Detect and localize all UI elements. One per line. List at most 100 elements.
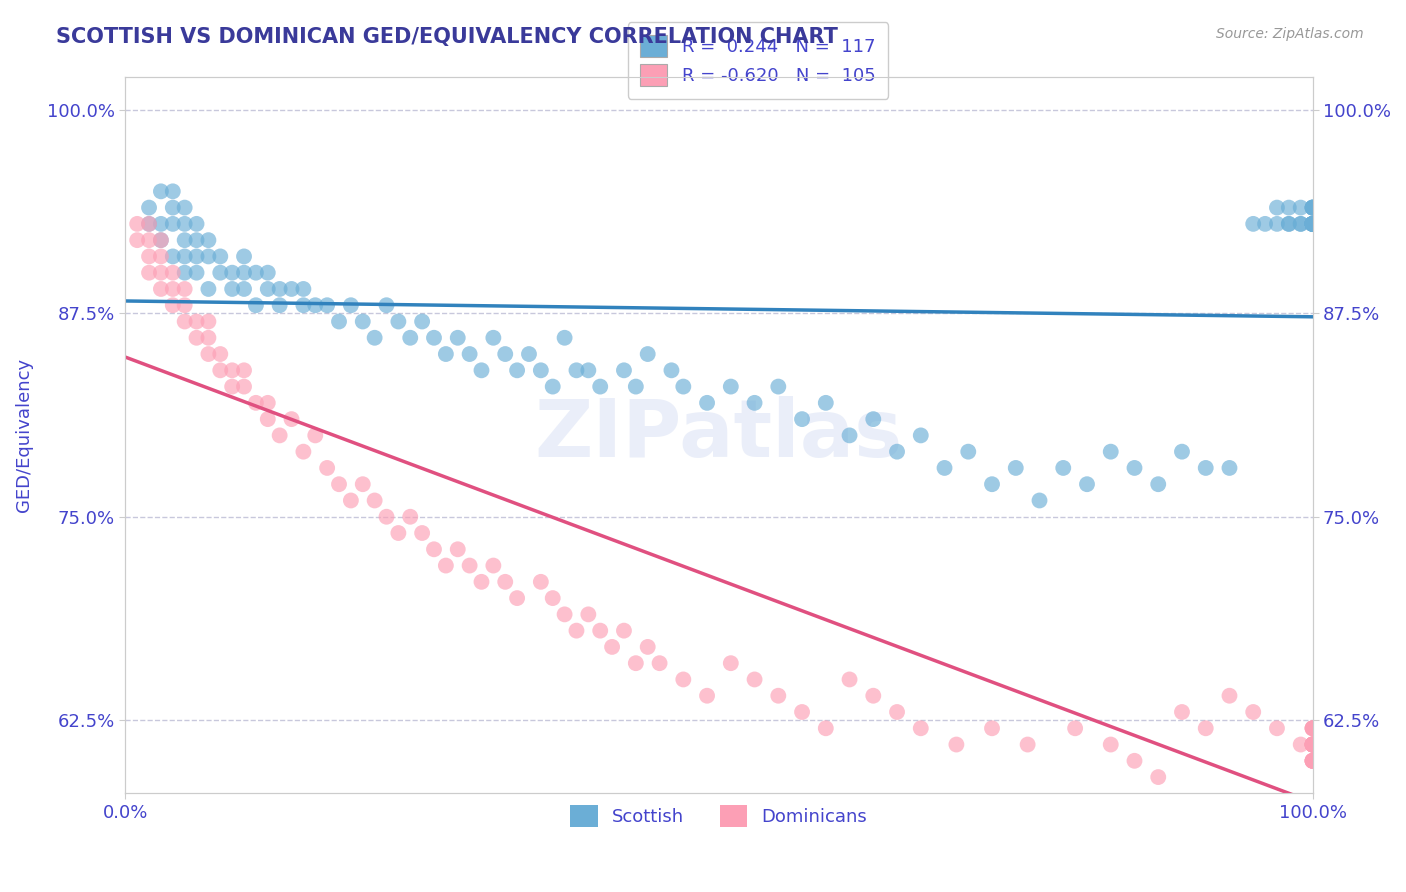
Point bbox=[1302, 217, 1324, 231]
Point bbox=[482, 331, 505, 345]
Point bbox=[197, 331, 219, 345]
Point bbox=[1076, 477, 1098, 491]
Point bbox=[1302, 217, 1324, 231]
Point bbox=[138, 201, 160, 215]
Point bbox=[637, 347, 659, 361]
Point bbox=[1147, 770, 1170, 784]
Point bbox=[482, 558, 505, 573]
Point bbox=[458, 558, 481, 573]
Point bbox=[173, 314, 195, 328]
Point bbox=[387, 526, 409, 541]
Point bbox=[221, 379, 243, 393]
Point bbox=[138, 233, 160, 247]
Point bbox=[672, 379, 695, 393]
Point bbox=[1302, 201, 1324, 215]
Point bbox=[375, 509, 398, 524]
Point bbox=[423, 331, 446, 345]
Point bbox=[197, 314, 219, 328]
Point bbox=[149, 266, 172, 280]
Point bbox=[162, 201, 184, 215]
Point bbox=[162, 266, 184, 280]
Point bbox=[1302, 754, 1324, 768]
Point bbox=[790, 705, 813, 719]
Point bbox=[661, 363, 683, 377]
Point bbox=[197, 233, 219, 247]
Point bbox=[162, 185, 184, 199]
Point bbox=[209, 249, 232, 263]
Point bbox=[411, 314, 433, 328]
Point bbox=[981, 477, 1004, 491]
Point bbox=[1302, 217, 1324, 231]
Point bbox=[149, 282, 172, 296]
Point bbox=[458, 347, 481, 361]
Point bbox=[862, 412, 884, 426]
Point bbox=[375, 298, 398, 312]
Point bbox=[814, 396, 837, 410]
Point bbox=[1302, 201, 1324, 215]
Point bbox=[245, 396, 267, 410]
Point bbox=[541, 591, 564, 606]
Point bbox=[138, 249, 160, 263]
Point bbox=[1302, 738, 1324, 752]
Point bbox=[1254, 217, 1277, 231]
Point bbox=[696, 689, 718, 703]
Point bbox=[162, 217, 184, 231]
Point bbox=[173, 266, 195, 280]
Point bbox=[363, 493, 385, 508]
Point bbox=[1123, 754, 1146, 768]
Point bbox=[530, 363, 553, 377]
Point bbox=[149, 249, 172, 263]
Point bbox=[696, 396, 718, 410]
Point bbox=[589, 624, 612, 638]
Point bbox=[1004, 461, 1026, 475]
Point bbox=[744, 396, 766, 410]
Point bbox=[173, 249, 195, 263]
Point bbox=[1123, 461, 1146, 475]
Point bbox=[149, 233, 172, 247]
Point bbox=[186, 233, 208, 247]
Point bbox=[506, 363, 529, 377]
Point bbox=[1218, 461, 1240, 475]
Point bbox=[1302, 217, 1324, 231]
Point bbox=[1302, 738, 1324, 752]
Point bbox=[221, 266, 243, 280]
Point bbox=[1302, 217, 1324, 231]
Point bbox=[1052, 461, 1074, 475]
Point bbox=[197, 347, 219, 361]
Point bbox=[186, 314, 208, 328]
Point bbox=[470, 363, 492, 377]
Point bbox=[1302, 754, 1324, 768]
Point bbox=[269, 282, 291, 296]
Point bbox=[886, 444, 908, 458]
Point bbox=[173, 298, 195, 312]
Point bbox=[173, 282, 195, 296]
Point bbox=[186, 249, 208, 263]
Point bbox=[1302, 217, 1324, 231]
Point bbox=[269, 298, 291, 312]
Point bbox=[934, 461, 956, 475]
Point bbox=[256, 412, 278, 426]
Y-axis label: GED/Equivalency: GED/Equivalency bbox=[15, 359, 32, 513]
Point bbox=[613, 624, 636, 638]
Point bbox=[576, 363, 599, 377]
Point bbox=[1265, 201, 1288, 215]
Text: Source: ZipAtlas.com: Source: ZipAtlas.com bbox=[1216, 27, 1364, 41]
Point bbox=[862, 689, 884, 703]
Point bbox=[1289, 217, 1312, 231]
Point bbox=[162, 282, 184, 296]
Point bbox=[292, 444, 315, 458]
Point bbox=[1302, 754, 1324, 768]
Point bbox=[838, 673, 860, 687]
Point bbox=[197, 249, 219, 263]
Point bbox=[565, 624, 588, 638]
Point bbox=[1302, 738, 1324, 752]
Point bbox=[1195, 461, 1218, 475]
Point bbox=[981, 721, 1004, 735]
Point bbox=[1289, 217, 1312, 231]
Point bbox=[1302, 217, 1324, 231]
Point bbox=[221, 363, 243, 377]
Point bbox=[744, 673, 766, 687]
Point bbox=[399, 509, 422, 524]
Point bbox=[209, 266, 232, 280]
Point bbox=[1302, 754, 1324, 768]
